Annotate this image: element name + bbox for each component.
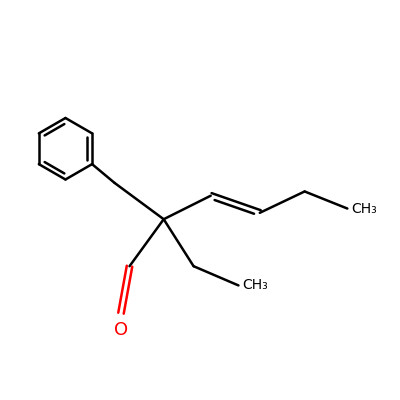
Text: CH₃: CH₃ [351,202,376,216]
Text: O: O [114,321,128,339]
Text: CH₃: CH₃ [242,278,268,292]
